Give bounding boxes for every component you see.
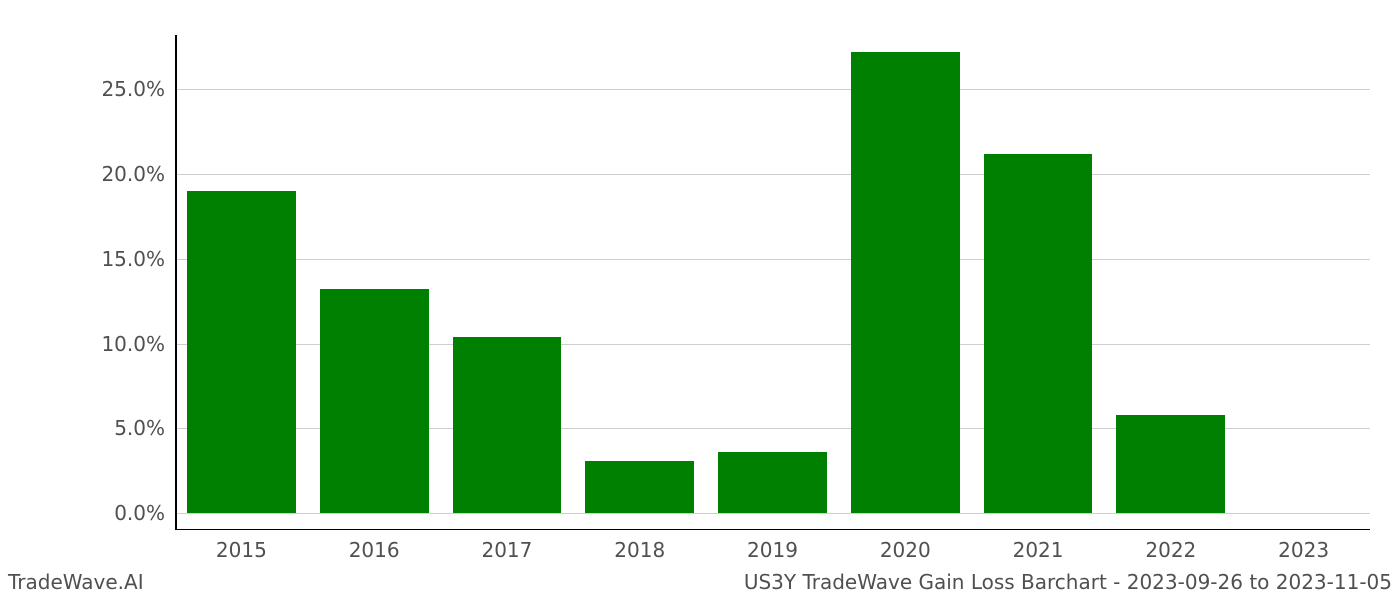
plot-area [175,35,1370,530]
x-tick-label: 2023 [1278,538,1329,562]
bar [453,337,562,513]
x-tick-label: 2022 [1145,538,1196,562]
bar [320,289,429,513]
figure: 0.0% 5.0% 10.0% 15.0% 20.0% 25.0% 2015 2016 201… [0,0,1400,600]
x-tick-label: 2017 [481,538,532,562]
x-tick-label: 2018 [614,538,665,562]
bar [718,452,827,513]
footer-left-text: TradeWave.AI [8,570,144,594]
bar [984,154,1093,513]
bar [187,191,296,513]
gridline [175,89,1370,90]
footer-right-text: US3Y TradeWave Gain Loss Barchart - 2023… [744,570,1392,594]
bar [851,52,960,513]
x-tick-label: 2020 [880,538,931,562]
y-tick-label: 15.0% [95,247,165,271]
y-tick-label: 25.0% [95,77,165,101]
x-axis-line [175,529,1370,531]
y-axis-line [175,35,177,530]
x-tick-label: 2015 [216,538,267,562]
x-tick-label: 2019 [747,538,798,562]
gridline [175,174,1370,175]
y-tick-label: 5.0% [95,416,165,440]
x-tick-label: 2016 [349,538,400,562]
y-tick-label: 0.0% [95,501,165,525]
bar [585,461,694,514]
y-tick-label: 20.0% [95,162,165,186]
gridline [175,513,1370,514]
x-tick-label: 2021 [1013,538,1064,562]
y-tick-label: 10.0% [95,332,165,356]
gridline [175,259,1370,260]
bar [1116,415,1225,513]
